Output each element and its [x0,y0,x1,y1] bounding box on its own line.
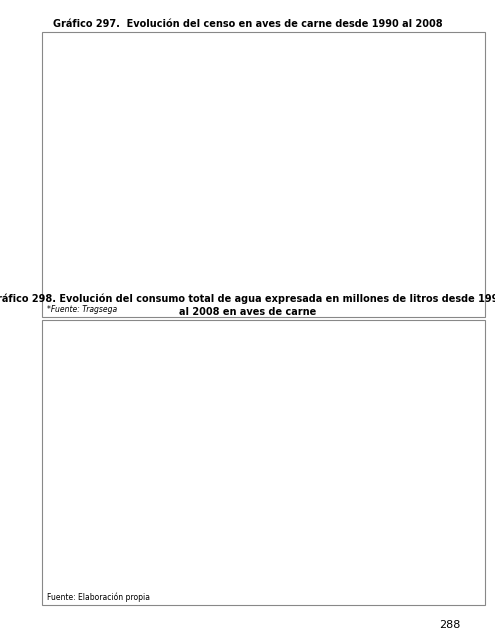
Point [460,140,468,150]
Point [203,447,211,458]
Point [184,452,192,462]
Point [381,136,389,147]
Point [164,253,172,264]
Point [164,530,172,540]
Text: *Fuente: Tragsega: *Fuente: Tragsega [47,305,117,314]
Point [401,424,409,435]
Text: Fuente: Elaboración propia: Fuente: Elaboración propia [47,592,150,602]
Legend: Censo aves de carne: Censo aves de carne [224,284,331,299]
Point [302,432,310,442]
Text: Gráfico 297.  Evolución del censo en aves de carne desde 1990 al 2008: Gráfico 297. Evolución del censo en aves… [52,19,443,29]
Point [421,432,429,442]
Legend: Litros totales agua: Litros totales agua [229,572,326,587]
Point [203,168,211,179]
Point [105,523,113,533]
Point [342,388,350,398]
Point [105,241,113,252]
Point [283,432,291,442]
Text: 288: 288 [439,620,460,630]
Point [460,408,468,419]
Point [401,144,409,154]
X-axis label: Años: Años [279,568,300,577]
Point [283,152,291,163]
Text: Gráfico 298. Evolución del consumo total de agua expresada en millones de litros: Gráfico 298. Evolución del consumo total… [0,294,495,317]
Y-axis label: Censo aves de carne (en miles de animales): Censo aves de carne (en miles de animale… [52,81,61,250]
Point [322,148,330,159]
Point [184,180,192,191]
Point [362,136,370,147]
Point [243,435,251,445]
Point [342,96,350,106]
Point [223,156,231,166]
Point [125,229,133,239]
Point [263,152,271,163]
Point [243,152,251,163]
Point [302,148,310,159]
Point [145,530,152,540]
Point [441,436,448,446]
Point [441,140,448,150]
Point [125,518,133,528]
Point [145,249,152,259]
Point [381,422,389,432]
Point [223,436,231,446]
Point [322,431,330,442]
Point [362,408,370,419]
X-axis label: Años: Años [279,280,300,289]
Point [263,432,271,442]
Y-axis label: Millones litros agua: Millones litros agua [62,416,71,491]
Point [421,156,429,166]
